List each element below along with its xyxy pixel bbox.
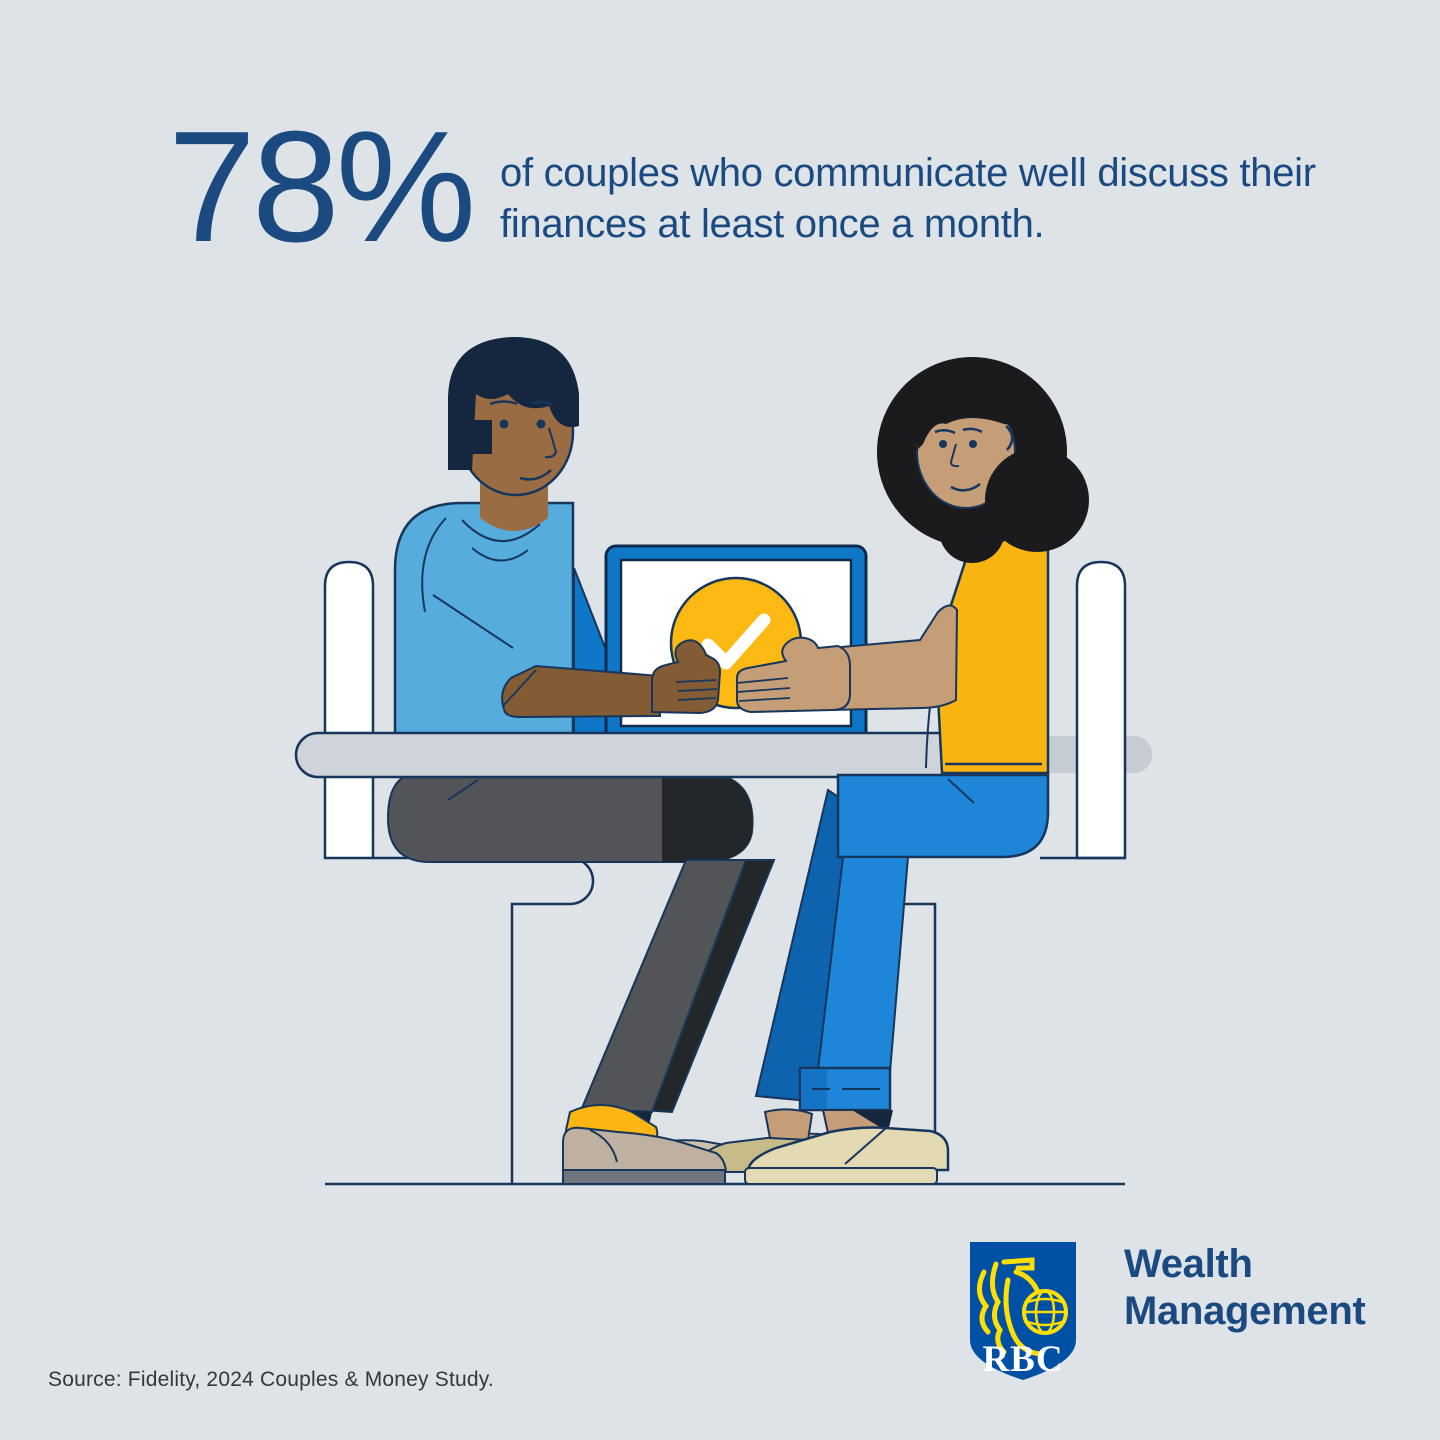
woman-shoe-sole xyxy=(744,1167,938,1185)
table-top xyxy=(294,731,1022,779)
brand-name-line1: Wealth xyxy=(1124,1242,1253,1286)
rbc-wordmark: RBC xyxy=(982,1339,1063,1380)
man-eye xyxy=(499,419,509,429)
man-smile xyxy=(519,469,552,481)
man-arm xyxy=(501,639,722,719)
man-eye xyxy=(536,419,546,429)
woman-hand xyxy=(736,636,851,714)
left-chair-back xyxy=(323,560,375,860)
brand-name: Wealth Management xyxy=(1124,1241,1366,1335)
man-front-shoe xyxy=(562,1126,728,1173)
woman-figure xyxy=(736,357,1089,1185)
source-note: Source: Fidelity, 2024 Couples & Money S… xyxy=(48,1368,494,1391)
man-hand xyxy=(651,639,722,715)
man-nose xyxy=(544,427,558,459)
man-shoe-sole xyxy=(562,1169,726,1185)
woman-nose xyxy=(949,443,960,468)
woman-front-shoe xyxy=(746,1126,950,1172)
checkmark-icon xyxy=(701,613,771,670)
lion-globe-icon xyxy=(977,1257,1068,1357)
right-chair-back xyxy=(1075,560,1127,860)
rbc-logo: RBC xyxy=(970,1242,1076,1380)
woman-jeans-seat xyxy=(836,773,1050,859)
brand-name-line2: Management xyxy=(1124,1289,1366,1334)
woman-eye xyxy=(969,440,977,448)
stat-description: of couples who communicate well discuss … xyxy=(500,151,1316,247)
man-hair xyxy=(448,336,579,470)
woman-ear-icon xyxy=(1005,425,1014,451)
left-chair-pedestal xyxy=(373,856,595,1183)
stat-value: 78% xyxy=(168,99,476,275)
woman-eye xyxy=(939,440,947,448)
woman-smile xyxy=(950,482,981,492)
